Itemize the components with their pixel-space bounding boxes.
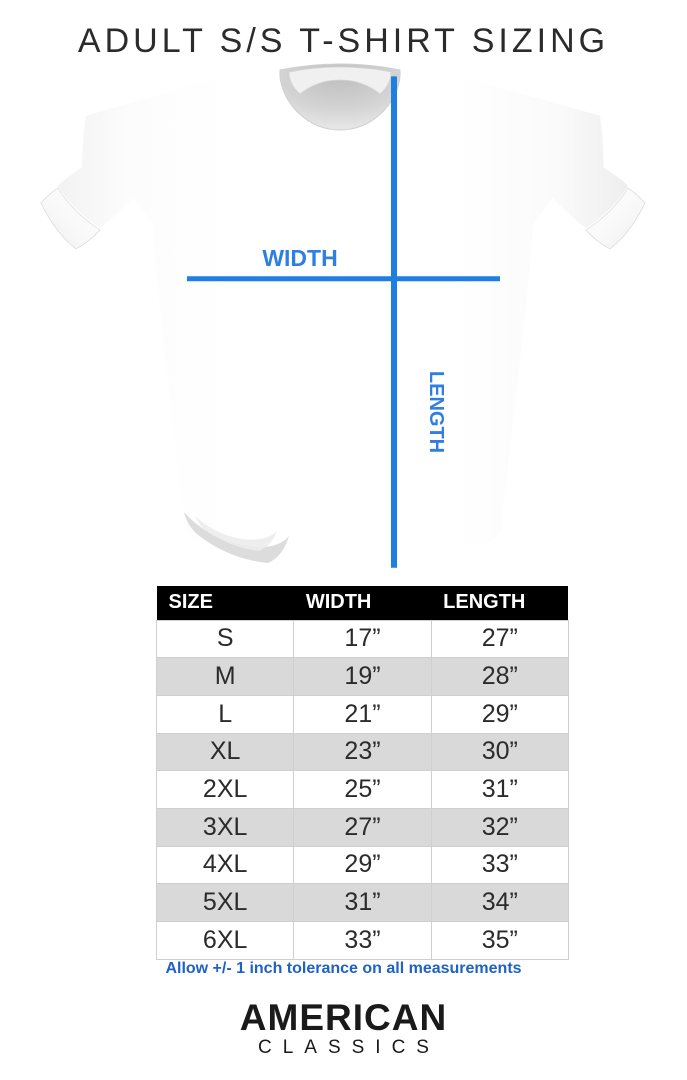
svg-text:WIDTH: WIDTH: [262, 245, 337, 271]
svg-text:LENGTH: LENGTH: [425, 371, 447, 453]
